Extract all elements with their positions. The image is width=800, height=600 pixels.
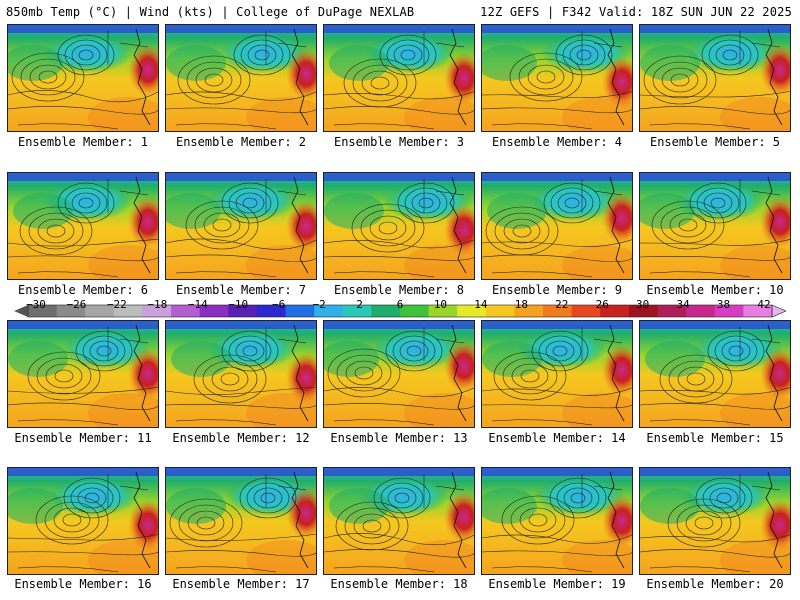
colorbar-swatch xyxy=(314,305,344,317)
colorbar-swatch xyxy=(400,305,430,317)
colorbar-tick-label: 18 xyxy=(514,298,528,311)
ensemble-member-label: Ensemble Member: 1 xyxy=(17,135,149,149)
ensemble-map-5 xyxy=(639,24,791,132)
ensemble-map-2 xyxy=(165,24,317,132)
ensemble-member-label: Ensemble Member: 12 xyxy=(172,431,310,445)
ensemble-map-16 xyxy=(7,467,159,575)
colorbar-swatch xyxy=(485,305,515,317)
ensemble-map-3 xyxy=(323,24,475,132)
colorbar-tick-label: 10 xyxy=(433,298,448,311)
colorbar-swatch xyxy=(27,304,773,318)
colorbar-swatch xyxy=(342,305,372,317)
ensemble-member-label: Ensemble Member: 17 xyxy=(172,577,310,591)
ensemble-member-label: Ensemble Member: 8 xyxy=(333,283,465,297)
colorbar-tick-label: 14 xyxy=(474,298,488,311)
ensemble-member-label: Ensemble Member: 10 xyxy=(646,283,784,297)
ensemble-map-7 xyxy=(165,172,317,280)
ensemble-member-label: Ensemble Member: 18 xyxy=(330,577,468,591)
colorbar-swatch xyxy=(514,305,544,317)
colorbar-tick-label: 26 xyxy=(595,298,609,311)
ensemble-map-18 xyxy=(323,467,475,575)
colorbar-swatch xyxy=(256,305,287,317)
ensemble-member-label: Ensemble Member: 11 xyxy=(14,431,152,445)
colorbar-swatch xyxy=(28,305,58,317)
colorbar-swatch xyxy=(714,305,744,317)
colorbar-tick-label: 2 xyxy=(356,298,363,311)
ensemble-map-4 xyxy=(481,24,633,132)
temperature-colorbar xyxy=(14,304,786,318)
map-title: 850mb Temp (°C) | Wind (kts) | College o… xyxy=(6,5,415,19)
ensemble-map-11 xyxy=(7,320,159,428)
ensemble-member-label: Ensemble Member: 6 xyxy=(17,283,149,297)
ensemble-map-8 xyxy=(323,172,475,280)
colorbar-tick-label: −2 xyxy=(312,298,326,311)
colorbar-tick-label: 30 xyxy=(636,298,650,311)
colorbar-tick-label: 34 xyxy=(676,298,690,311)
ensemble-map-13 xyxy=(323,320,475,428)
colorbar-swatch xyxy=(142,305,172,317)
colorbar-swatch xyxy=(686,305,716,317)
ensemble-member-label: Ensemble Member: 2 xyxy=(175,135,307,149)
model-run-info: 12Z GEFS | F342 Valid: 18Z SUN JUN 22 20… xyxy=(480,5,792,19)
ensemble-member-label: Ensemble Member: 4 xyxy=(491,135,623,149)
ensemble-member-label: Ensemble Member: 5 xyxy=(649,135,781,149)
ensemble-map-15 xyxy=(639,320,791,428)
ensemble-member-label: Ensemble Member: 14 xyxy=(488,431,626,445)
ensemble-map-10 xyxy=(639,172,791,280)
colorbar-tick-label: −6 xyxy=(272,298,286,311)
colorbar-swatch xyxy=(56,305,86,317)
ensemble-member-label: Ensemble Member: 7 xyxy=(175,283,307,297)
colorbar-swatch xyxy=(628,305,659,317)
colorbar-swatch xyxy=(285,305,315,317)
colorbar-swatch xyxy=(771,304,786,318)
ensemble-member-label: Ensemble Member: 15 xyxy=(646,431,784,445)
ensemble-map-6 xyxy=(7,172,159,280)
ensemble-map-12 xyxy=(165,320,317,428)
colorbar-swatch xyxy=(543,305,573,317)
colorbar-swatch xyxy=(199,305,229,317)
colorbar-tick-label: −10 xyxy=(228,298,249,311)
colorbar-swatch xyxy=(457,305,487,317)
colorbar-swatch xyxy=(428,305,458,317)
ensemble-map-1 xyxy=(7,24,159,132)
ensemble-member-label: Ensemble Member: 19 xyxy=(488,577,626,591)
ensemble-map-14 xyxy=(481,320,633,428)
colorbar-tick-label: 42 xyxy=(757,298,771,311)
colorbar-tick-label: −30 xyxy=(26,298,46,311)
colorbar-swatch xyxy=(600,305,630,317)
colorbar-tick-label: −22 xyxy=(106,298,127,311)
colorbar-swatch xyxy=(85,305,115,317)
ensemble-member-label: Ensemble Member: 9 xyxy=(491,283,623,297)
ensemble-member-label: Ensemble Member: 16 xyxy=(14,577,152,591)
ensemble-map-19 xyxy=(481,467,633,575)
colorbar-tick-label: −14 xyxy=(187,298,208,311)
colorbar-swatch xyxy=(171,305,201,317)
ensemble-map-9 xyxy=(481,172,633,280)
colorbar-tick-label: 38 xyxy=(716,298,731,311)
ensemble-member-label: Ensemble Member: 13 xyxy=(330,431,468,445)
ensemble-map-20 xyxy=(639,467,791,575)
colorbar-tick-label: 6 xyxy=(396,298,404,311)
colorbar-swatch xyxy=(113,305,143,317)
colorbar-tick-label: −26 xyxy=(66,298,87,311)
colorbar-swatch xyxy=(657,305,687,317)
colorbar-swatch xyxy=(228,305,258,317)
colorbar-swatch xyxy=(14,305,28,317)
colorbar-swatch xyxy=(571,305,601,317)
colorbar-tick-label: 22 xyxy=(555,298,569,311)
ensemble-member-label: Ensemble Member: 20 xyxy=(646,577,784,591)
ensemble-member-label: Ensemble Member: 3 xyxy=(333,135,465,149)
colorbar-tick-label: −18 xyxy=(147,298,168,311)
ensemble-map-17 xyxy=(165,467,317,575)
colorbar-swatch xyxy=(743,305,773,317)
colorbar-swatch xyxy=(371,305,401,317)
